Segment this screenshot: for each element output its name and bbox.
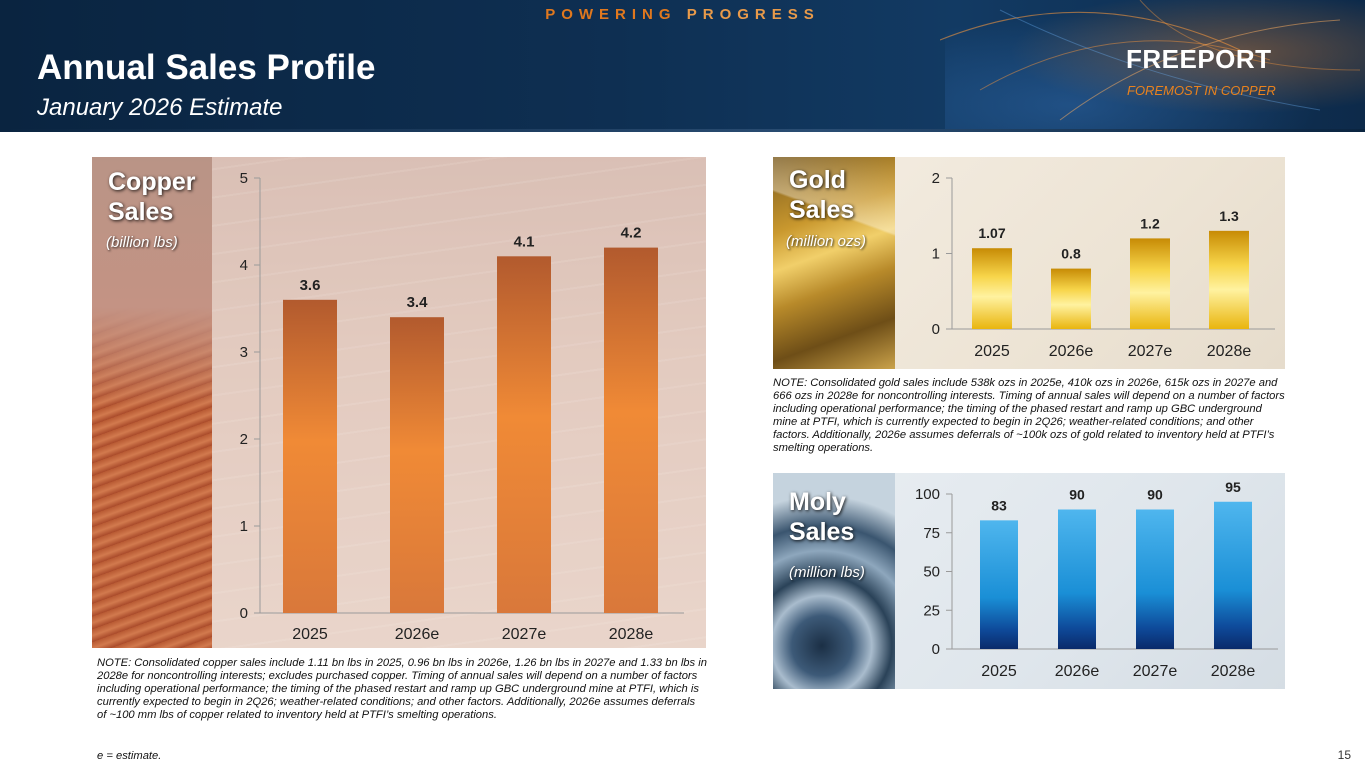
gold-bar bbox=[972, 248, 1012, 329]
copper-label-line1: Copper bbox=[108, 168, 196, 196]
tagline: POWERING PROGRESS bbox=[0, 6, 1365, 23]
moly-y-tick-label: 50 bbox=[923, 564, 940, 581]
moly-bar bbox=[1058, 509, 1096, 649]
gold-label-line2: Sales bbox=[789, 195, 855, 224]
moly-category-label: 2028e bbox=[1211, 663, 1256, 680]
estimate-footnote: e = estimate. bbox=[97, 750, 162, 762]
gold-y-tick-label: 1 bbox=[932, 246, 940, 263]
header-banner: POWERING PROGRESS Annual Sales Profile J… bbox=[0, 0, 1365, 131]
copper-y-tick-label: 4 bbox=[240, 257, 248, 274]
gold-y-tick-label: 2 bbox=[932, 170, 940, 187]
gold-sales-panel bbox=[773, 157, 1285, 369]
gold-category-label: 2027e bbox=[1128, 343, 1173, 360]
moly-y-tick-label: 100 bbox=[915, 486, 940, 503]
gold-bar bbox=[1051, 268, 1091, 329]
page-subtitle: January 2026 Estimate bbox=[37, 94, 283, 121]
moly-data-label: 90 bbox=[1069, 487, 1085, 503]
moly-data-label: 90 bbox=[1147, 487, 1163, 503]
moly-bar bbox=[980, 520, 1018, 649]
copper-y-tick-label: 1 bbox=[240, 518, 248, 535]
copper-data-label: 3.4 bbox=[407, 294, 429, 311]
page-number: 15 bbox=[1337, 748, 1351, 762]
moly-data-label: 83 bbox=[991, 497, 1007, 513]
moly-label-line2: Sales bbox=[789, 517, 855, 546]
copper-bar bbox=[604, 247, 658, 613]
moly-sales-chart: 0 25 50 75 100 83 2025 90 2026e 90 2027e 95 2028e bbox=[915, 479, 1278, 680]
copper-bar bbox=[497, 256, 551, 613]
moly-category-label: 2025 bbox=[981, 663, 1017, 680]
copper-unit-label: (billion lbs) bbox=[106, 234, 178, 251]
moly-sales-panel bbox=[773, 473, 1285, 689]
moly-category-label: 2027e bbox=[1133, 663, 1178, 680]
gold-panel-label: Gold Sales bbox=[789, 166, 854, 225]
copper-bar bbox=[390, 317, 444, 613]
moly-y-tick-label: 75 bbox=[923, 525, 940, 542]
header-glow bbox=[945, 0, 1365, 131]
header-divider bbox=[0, 129, 1365, 132]
copper-y-tick-label: 2 bbox=[240, 431, 248, 448]
copper-sales-chart: 0 1 2 3 4 5 3.6 2025 3.4 2026e 4.1 2027e 4.2 2028e bbox=[240, 170, 684, 643]
copper-panel-label: Copper Sales bbox=[108, 168, 196, 227]
copper-category-label: 2028e bbox=[609, 626, 654, 643]
moly-coil-image bbox=[773, 473, 895, 689]
moly-unit-label: (million lbs) bbox=[789, 564, 865, 581]
copper-category-label: 2027e bbox=[502, 626, 547, 643]
moly-data-label: 95 bbox=[1225, 479, 1241, 495]
copper-y-tick-label: 3 bbox=[240, 344, 248, 361]
gold-y-tick-label: 0 bbox=[932, 321, 940, 338]
gold-category-label: 2025 bbox=[974, 343, 1010, 360]
gold-bar bbox=[1209, 230, 1249, 329]
moly-bar bbox=[1136, 509, 1174, 649]
copper-note: NOTE: Consolidated copper sales include … bbox=[97, 657, 707, 721]
gold-note: NOTE: Consolidated gold sales include 53… bbox=[773, 377, 1285, 454]
company-logo: FREEPORT bbox=[1126, 44, 1272, 74]
gold-bar bbox=[1130, 238, 1170, 329]
copper-plates-shade bbox=[92, 157, 212, 407]
gold-data-label: 1.3 bbox=[1219, 208, 1239, 224]
gold-label-line1: Gold bbox=[789, 166, 846, 194]
moly-y-tick-label: 0 bbox=[932, 641, 940, 658]
moly-bar bbox=[1214, 501, 1252, 649]
gold-bars-image bbox=[773, 157, 895, 369]
gold-data-label: 0.8 bbox=[1061, 246, 1081, 262]
copper-category-label: 2026e bbox=[395, 626, 440, 643]
logo-tagline: FOREMOST IN COPPER bbox=[1127, 83, 1276, 98]
copper-data-label: 4.1 bbox=[514, 233, 535, 250]
tagline-word-2: PROGRESS bbox=[686, 6, 820, 23]
copper-category-label: 2025 bbox=[292, 626, 328, 643]
gold-data-label: 1.2 bbox=[1140, 215, 1160, 231]
gold-category-label: 2028e bbox=[1207, 343, 1252, 360]
network-arcs-graphic bbox=[940, 0, 1361, 121]
moly-category-label: 2026e bbox=[1055, 663, 1100, 680]
page-title: Annual Sales Profile bbox=[37, 48, 376, 87]
copper-data-label: 3.6 bbox=[300, 277, 321, 294]
moly-label-line1: Moly bbox=[789, 488, 846, 516]
copper-y-tick-label: 5 bbox=[240, 170, 248, 187]
copper-data-label: 4.2 bbox=[621, 225, 642, 242]
tagline-word-1: POWERING bbox=[545, 6, 677, 23]
gold-sales-chart: 0 1 2 1.07 2025 0.8 2026e 1.2 2027e 1.3 2028e bbox=[932, 170, 1275, 360]
gold-data-label: 1.07 bbox=[978, 225, 1005, 241]
gold-category-label: 2026e bbox=[1049, 343, 1094, 360]
copper-label-line2: Sales bbox=[108, 197, 174, 226]
copper-y-tick-label: 0 bbox=[240, 605, 248, 622]
moly-y-tick-label: 25 bbox=[923, 602, 940, 619]
gold-unit-label: (million ozs) bbox=[786, 233, 867, 250]
copper-bar bbox=[283, 299, 337, 613]
moly-panel-label: Moly Sales bbox=[789, 488, 854, 547]
